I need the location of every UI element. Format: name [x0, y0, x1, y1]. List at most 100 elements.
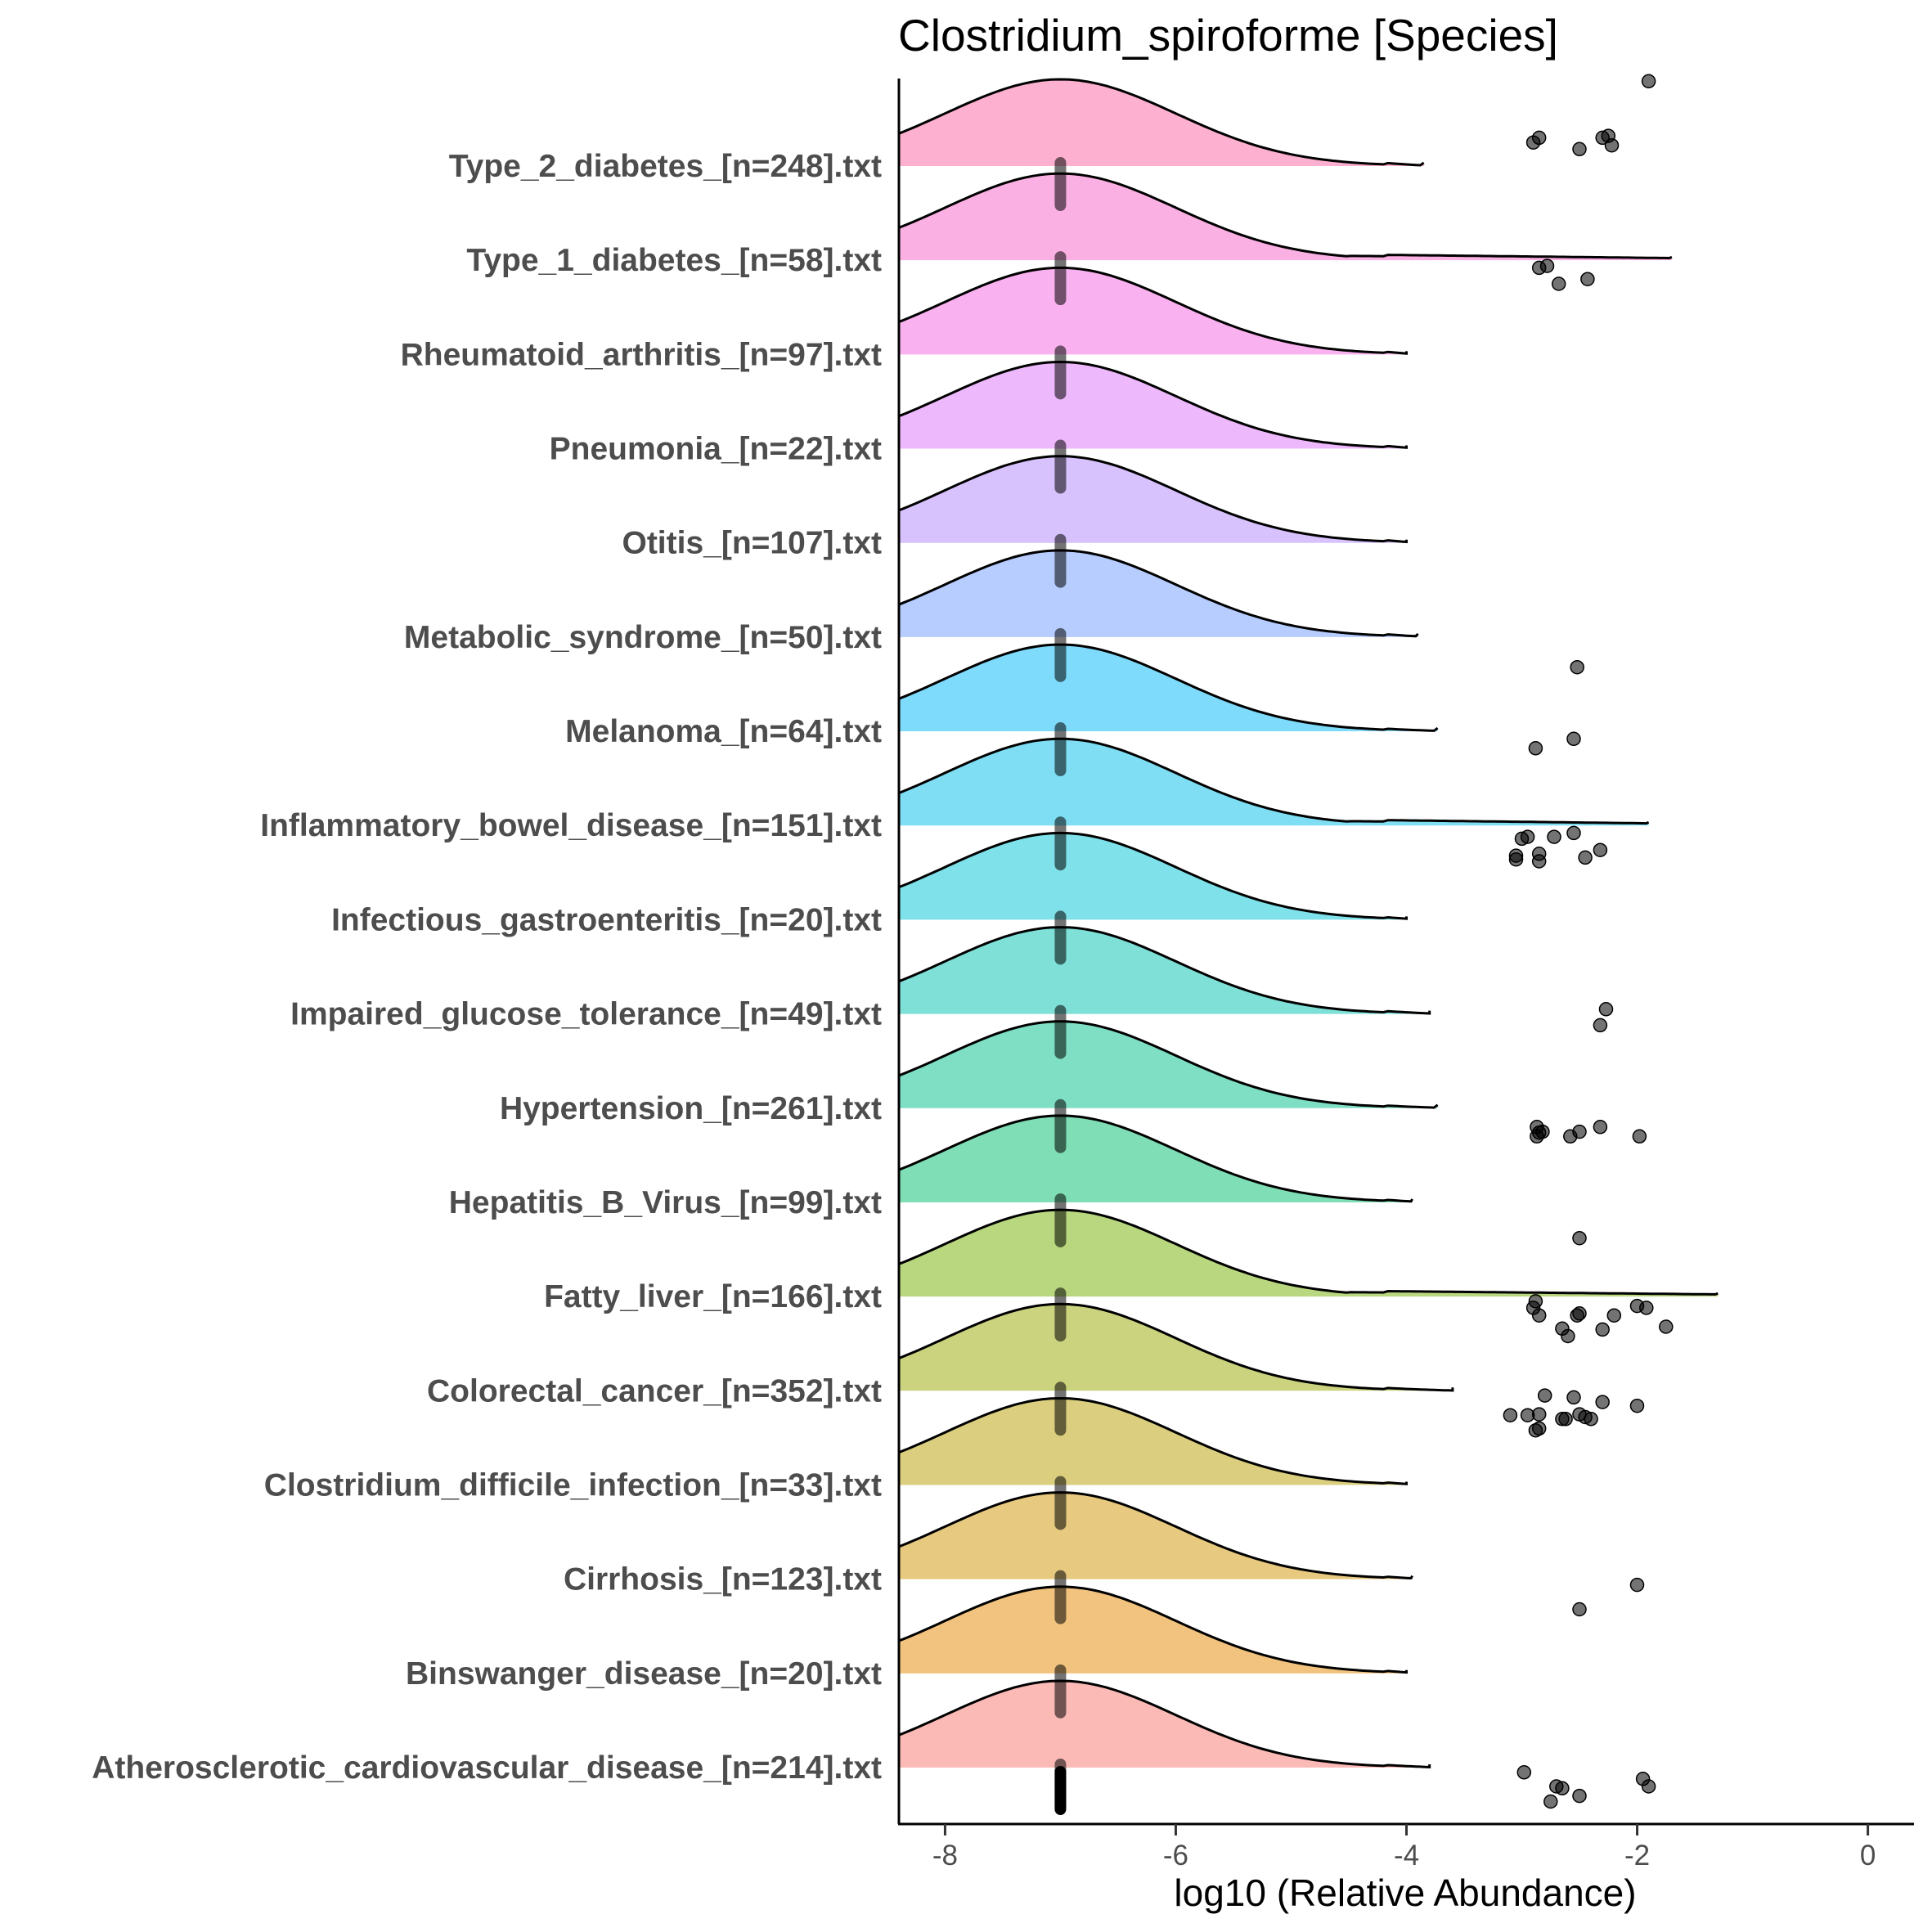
outlier-point — [1606, 1308, 1622, 1323]
outlier-point — [1531, 1407, 1547, 1422]
outlier-point — [1570, 1308, 1584, 1323]
ridge-fill — [899, 456, 1407, 543]
outlier-point — [1572, 1788, 1587, 1804]
outlier-point — [1595, 1395, 1610, 1409]
outlier-point — [1598, 1002, 1614, 1017]
outlier-point — [1593, 1018, 1608, 1033]
outlier-point — [1528, 741, 1543, 756]
outlier-point — [1595, 1322, 1610, 1337]
outlier-point — [1537, 1388, 1552, 1403]
y-axis-label: Melanoma_[n=64].txt — [565, 714, 882, 749]
ridge-outline — [898, 1396, 1408, 1485]
outlier-point — [1561, 1328, 1575, 1344]
y-axis-label: Inflammatory_bowel_disease_[n=151].txt — [260, 808, 882, 843]
ridge-outline — [898, 1679, 1431, 1768]
y-axis-label: Binswanger_disease_[n=20].txt — [406, 1656, 882, 1692]
ridge-fill — [899, 267, 1407, 355]
y-axis-labels: Atherosclerotic_cardiovascular_disease_[… — [92, 149, 882, 1786]
ridge-fill — [899, 79, 1424, 166]
outlier-point — [1566, 731, 1581, 747]
y-axis-label: Metabolic_syndrome_[n=50].txt — [404, 620, 882, 655]
ridge-outline — [898, 1208, 1719, 1296]
y-axis-label: Hepatitis_B_Virus_[n=99].txt — [449, 1185, 882, 1220]
outlier-point — [1539, 258, 1555, 273]
outlier-points-layer — [1503, 74, 1674, 1809]
y-axis-label: Hypertension_[n=261].txt — [500, 1091, 882, 1126]
y-axis-label: Atherosclerotic_cardiovascular_disease_[… — [92, 1750, 882, 1786]
y-axis-label: Otitis_[n=107].txt — [622, 526, 882, 561]
outlier-point — [1632, 1129, 1647, 1144]
outlier-point — [1566, 1390, 1581, 1405]
y-axis-label: Cirrhosis_[n=123].txt — [564, 1562, 882, 1597]
outlier-point — [1558, 1412, 1573, 1427]
outlier-point — [1566, 825, 1581, 841]
x-tick-label: -2 — [1624, 1840, 1650, 1871]
ridge-outline — [898, 1114, 1413, 1203]
y-axis-label: Fatty_liver_[n=166].txt — [544, 1279, 882, 1314]
outlier-point — [1503, 1408, 1518, 1422]
outlier-point — [1551, 276, 1566, 291]
outlier-point — [1572, 1602, 1587, 1617]
outlier-point — [1641, 1779, 1656, 1794]
ridge-fill — [899, 739, 1649, 826]
ridge-outline — [898, 1491, 1413, 1580]
x-axis-ticks: -8 -6 -4 -2 0 — [932, 1824, 1876, 1871]
ridge-fill — [899, 173, 1672, 261]
ridge-fill — [899, 1304, 1453, 1391]
x-tick-label: -8 — [932, 1840, 958, 1871]
ridge-outline — [898, 643, 1439, 732]
y-axis-label: Type_2_diabetes_[n=248].txt — [449, 149, 882, 184]
y-axis-label: Impaired_glucose_tolerance_[n=49].txt — [290, 997, 882, 1032]
outlier-point — [1508, 851, 1524, 867]
ridge-fill — [899, 362, 1407, 449]
ridge-outline — [898, 737, 1650, 825]
outlier-point — [1516, 1765, 1532, 1780]
x-tick-label: 0 — [1860, 1840, 1876, 1871]
x-axis-label: log10 (Relative Abundance) — [1174, 1871, 1636, 1914]
outlier-point — [1659, 1319, 1674, 1334]
outlier-point — [1572, 142, 1587, 157]
outlier-point — [1578, 850, 1593, 865]
ridges-layer — [898, 78, 1719, 1768]
outlier-point — [1629, 1398, 1645, 1413]
ridge-fill — [899, 1681, 1430, 1768]
outlier-point — [1639, 1301, 1654, 1315]
outlier-point — [1572, 1124, 1587, 1139]
outlier-point — [1572, 1230, 1587, 1246]
outlier-point — [1604, 137, 1620, 153]
outlier-point — [1580, 272, 1595, 286]
outlier-point — [1570, 659, 1584, 675]
outlier-point — [1555, 1781, 1570, 1796]
ridge-fill — [899, 833, 1407, 920]
outlier-point — [1593, 1120, 1608, 1134]
x-tick-label: -6 — [1163, 1840, 1188, 1871]
ridge-fill — [899, 1492, 1413, 1579]
ridge-outline — [898, 549, 1419, 638]
y-axis-label: Rheumatoid_arthritis_[n=97].txt — [401, 337, 882, 372]
ridge-outline — [898, 172, 1673, 260]
ridge-outline — [898, 1585, 1408, 1674]
outlier-point — [1530, 1129, 1544, 1144]
ridge-fill — [899, 1586, 1407, 1674]
ridge-fill — [899, 645, 1438, 732]
ridge-outline — [898, 78, 1425, 167]
outlier-point — [1584, 1412, 1598, 1427]
ridge-fill — [899, 1115, 1413, 1202]
chart-title: Clostridium_spiroforme [Species] — [898, 10, 1558, 61]
outlier-point — [1641, 74, 1656, 89]
outlier-point — [1531, 130, 1547, 146]
x-tick-label: -4 — [1394, 1840, 1419, 1871]
ridge-outline — [898, 360, 1408, 449]
ridge-outline — [898, 455, 1408, 544]
outlier-point — [1629, 1577, 1645, 1593]
ridge-fill — [899, 1021, 1438, 1108]
ridge-outline — [898, 1302, 1454, 1392]
ridge-outline — [898, 1020, 1439, 1109]
outlier-point — [1531, 1308, 1547, 1323]
outlier-point — [1547, 829, 1561, 844]
y-axis-label: Infectious_gastroenteritis_[n=20].txt — [331, 902, 882, 937]
y-axis-label: Clostridium_difficile_infection_[n=33].t… — [264, 1467, 882, 1503]
outlier-point — [1520, 829, 1535, 844]
ridge-fill — [899, 927, 1430, 1014]
